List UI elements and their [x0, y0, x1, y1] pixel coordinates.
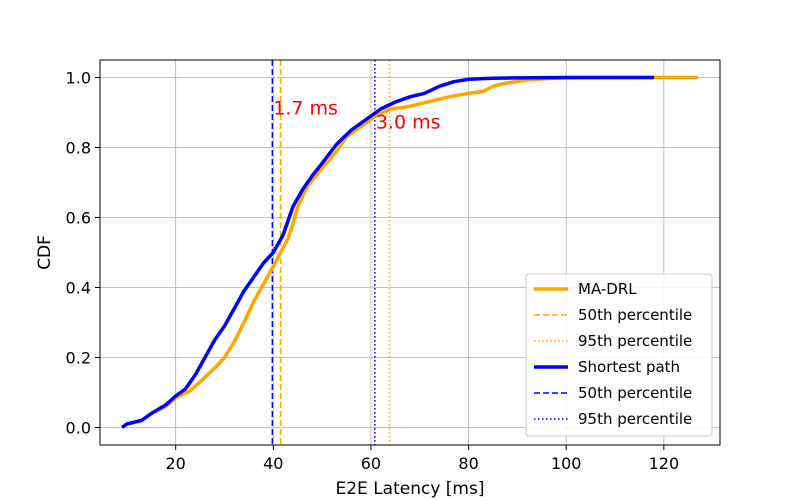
x-axis-label: E2E Latency [ms]: [336, 479, 485, 499]
y-tick-label: 0.4: [66, 279, 91, 298]
x-tick-label: 60: [361, 454, 381, 473]
legend-label-2: 95th percentile: [578, 332, 692, 350]
y-axis-ticks: 0.0 0.2 0.4 0.6 0.8 1.0: [66, 69, 100, 438]
y-tick-label: 0.0: [66, 419, 91, 438]
y-tick-label: 0.2: [66, 349, 91, 368]
annotation-1: 3.0 ms: [376, 111, 441, 133]
legend-label-1: 50th percentile: [578, 306, 692, 324]
annotation-0: 1.7 ms: [273, 97, 338, 119]
x-axis-ticks: 20 40 60 80 100 120: [165, 445, 679, 473]
legend-label-3: Shortest path: [578, 358, 680, 376]
y-tick-label: 0.6: [66, 209, 91, 228]
legend: MA-DRL 50th percentile 95th percentile Shor…: [525, 273, 713, 437]
legend-label-4: 50th percentile: [578, 384, 692, 402]
series-line-0: [120, 75, 698, 429]
x-tick-label: 80: [458, 454, 478, 473]
y-tick-label: 0.8: [66, 139, 91, 158]
plot-frame: [99, 59, 721, 446]
x-tick-label: 20: [165, 454, 185, 473]
x-tick-label: 120: [649, 454, 680, 473]
x-tick-label: 100: [551, 454, 582, 473]
annotations: 1.7 ms 3.0 ms: [273, 97, 440, 133]
y-axis-label: CDF: [35, 235, 55, 270]
x-tick-label: 40: [263, 454, 283, 473]
legend-box: [525, 273, 713, 437]
legend-label-5: 95th percentile: [578, 410, 692, 428]
series-line-1: [120, 75, 655, 429]
y-tick-label: 1.0: [66, 69, 91, 88]
series-lines: [120, 75, 698, 429]
legend-label-0: MA-DRL: [578, 280, 637, 298]
